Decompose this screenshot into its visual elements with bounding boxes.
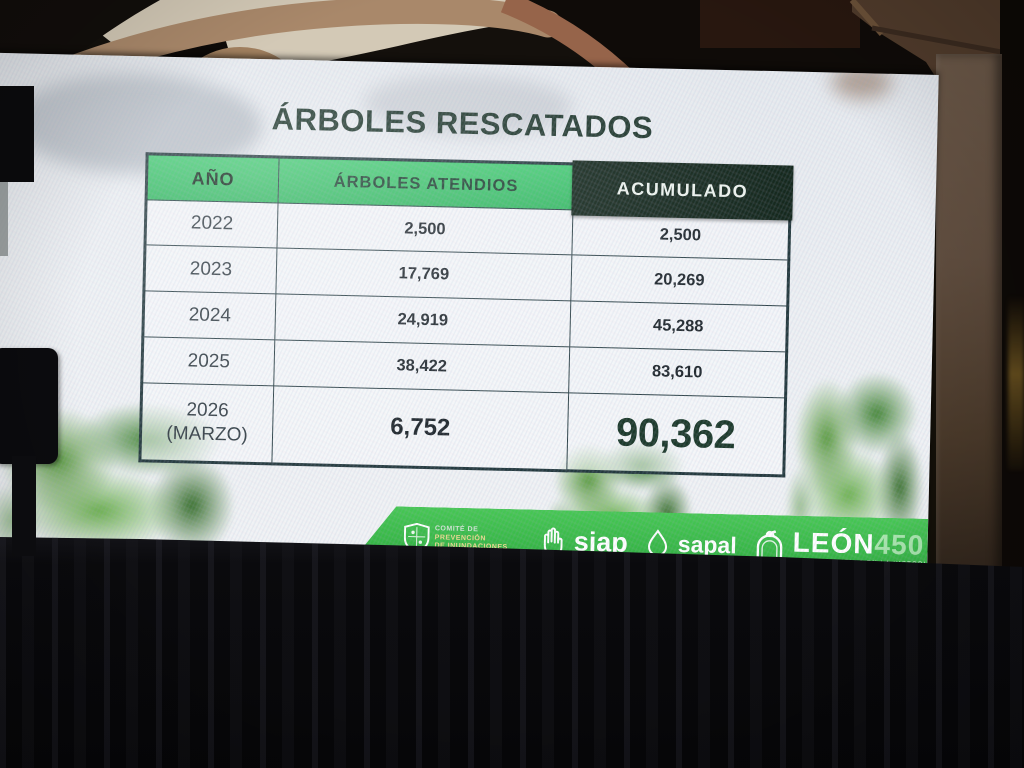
stage-curtain [0,537,1024,768]
attended-cell: 24,919 [397,310,449,330]
stone-column [936,54,1002,584]
accumulated-cell: 45,288 [652,316,704,336]
year-cell: 2025 [187,349,231,372]
warm-light-glow [1008,295,1024,470]
header-accumulated: ACUMULADO [571,160,794,221]
year-cell: 2026 (MARZO) [166,399,248,446]
camera-silhouette [0,348,58,464]
header-accumulated-label: ACUMULADO [571,160,794,221]
attended-cell: 6,752 [389,413,451,442]
accumulated-cell: 20,269 [653,270,705,290]
accumulated-cell: 2,500 [659,224,702,244]
accumulated-cell: 83,610 [651,362,703,382]
year-cell: 2022 [190,212,234,235]
attended-cell: 38,422 [396,356,448,376]
accumulated-total: 90,362 [615,409,736,457]
year-cell: 2024 [188,303,232,326]
table-row: 2026 (MARZO) 6,752 90,362 [139,382,786,476]
year-cell: 2023 [189,258,233,280]
led-screen: ÁRBOLES RESCATADOS AÑO ÁRBOLES ATENDIOS … [0,52,939,605]
rescued-trees-table: AÑO ÁRBOLES ATENDIOS ACUMULADO 2022 2,50… [138,152,794,478]
attended-cell: 2,500 [404,218,446,238]
tripod-arm [12,456,36,556]
screen-edge-sliver [0,182,8,256]
header-attended: ÁRBOLES ATENDIOS [278,156,575,210]
header-year: AÑO [146,153,280,203]
leon-arch-icon [751,527,788,566]
leon450-logo: LEÓN 450 DEJANDO HUELLA EN LA HISTORIA [751,527,932,569]
dark-object-left [0,86,34,182]
attended-cell: 17,769 [398,264,450,284]
